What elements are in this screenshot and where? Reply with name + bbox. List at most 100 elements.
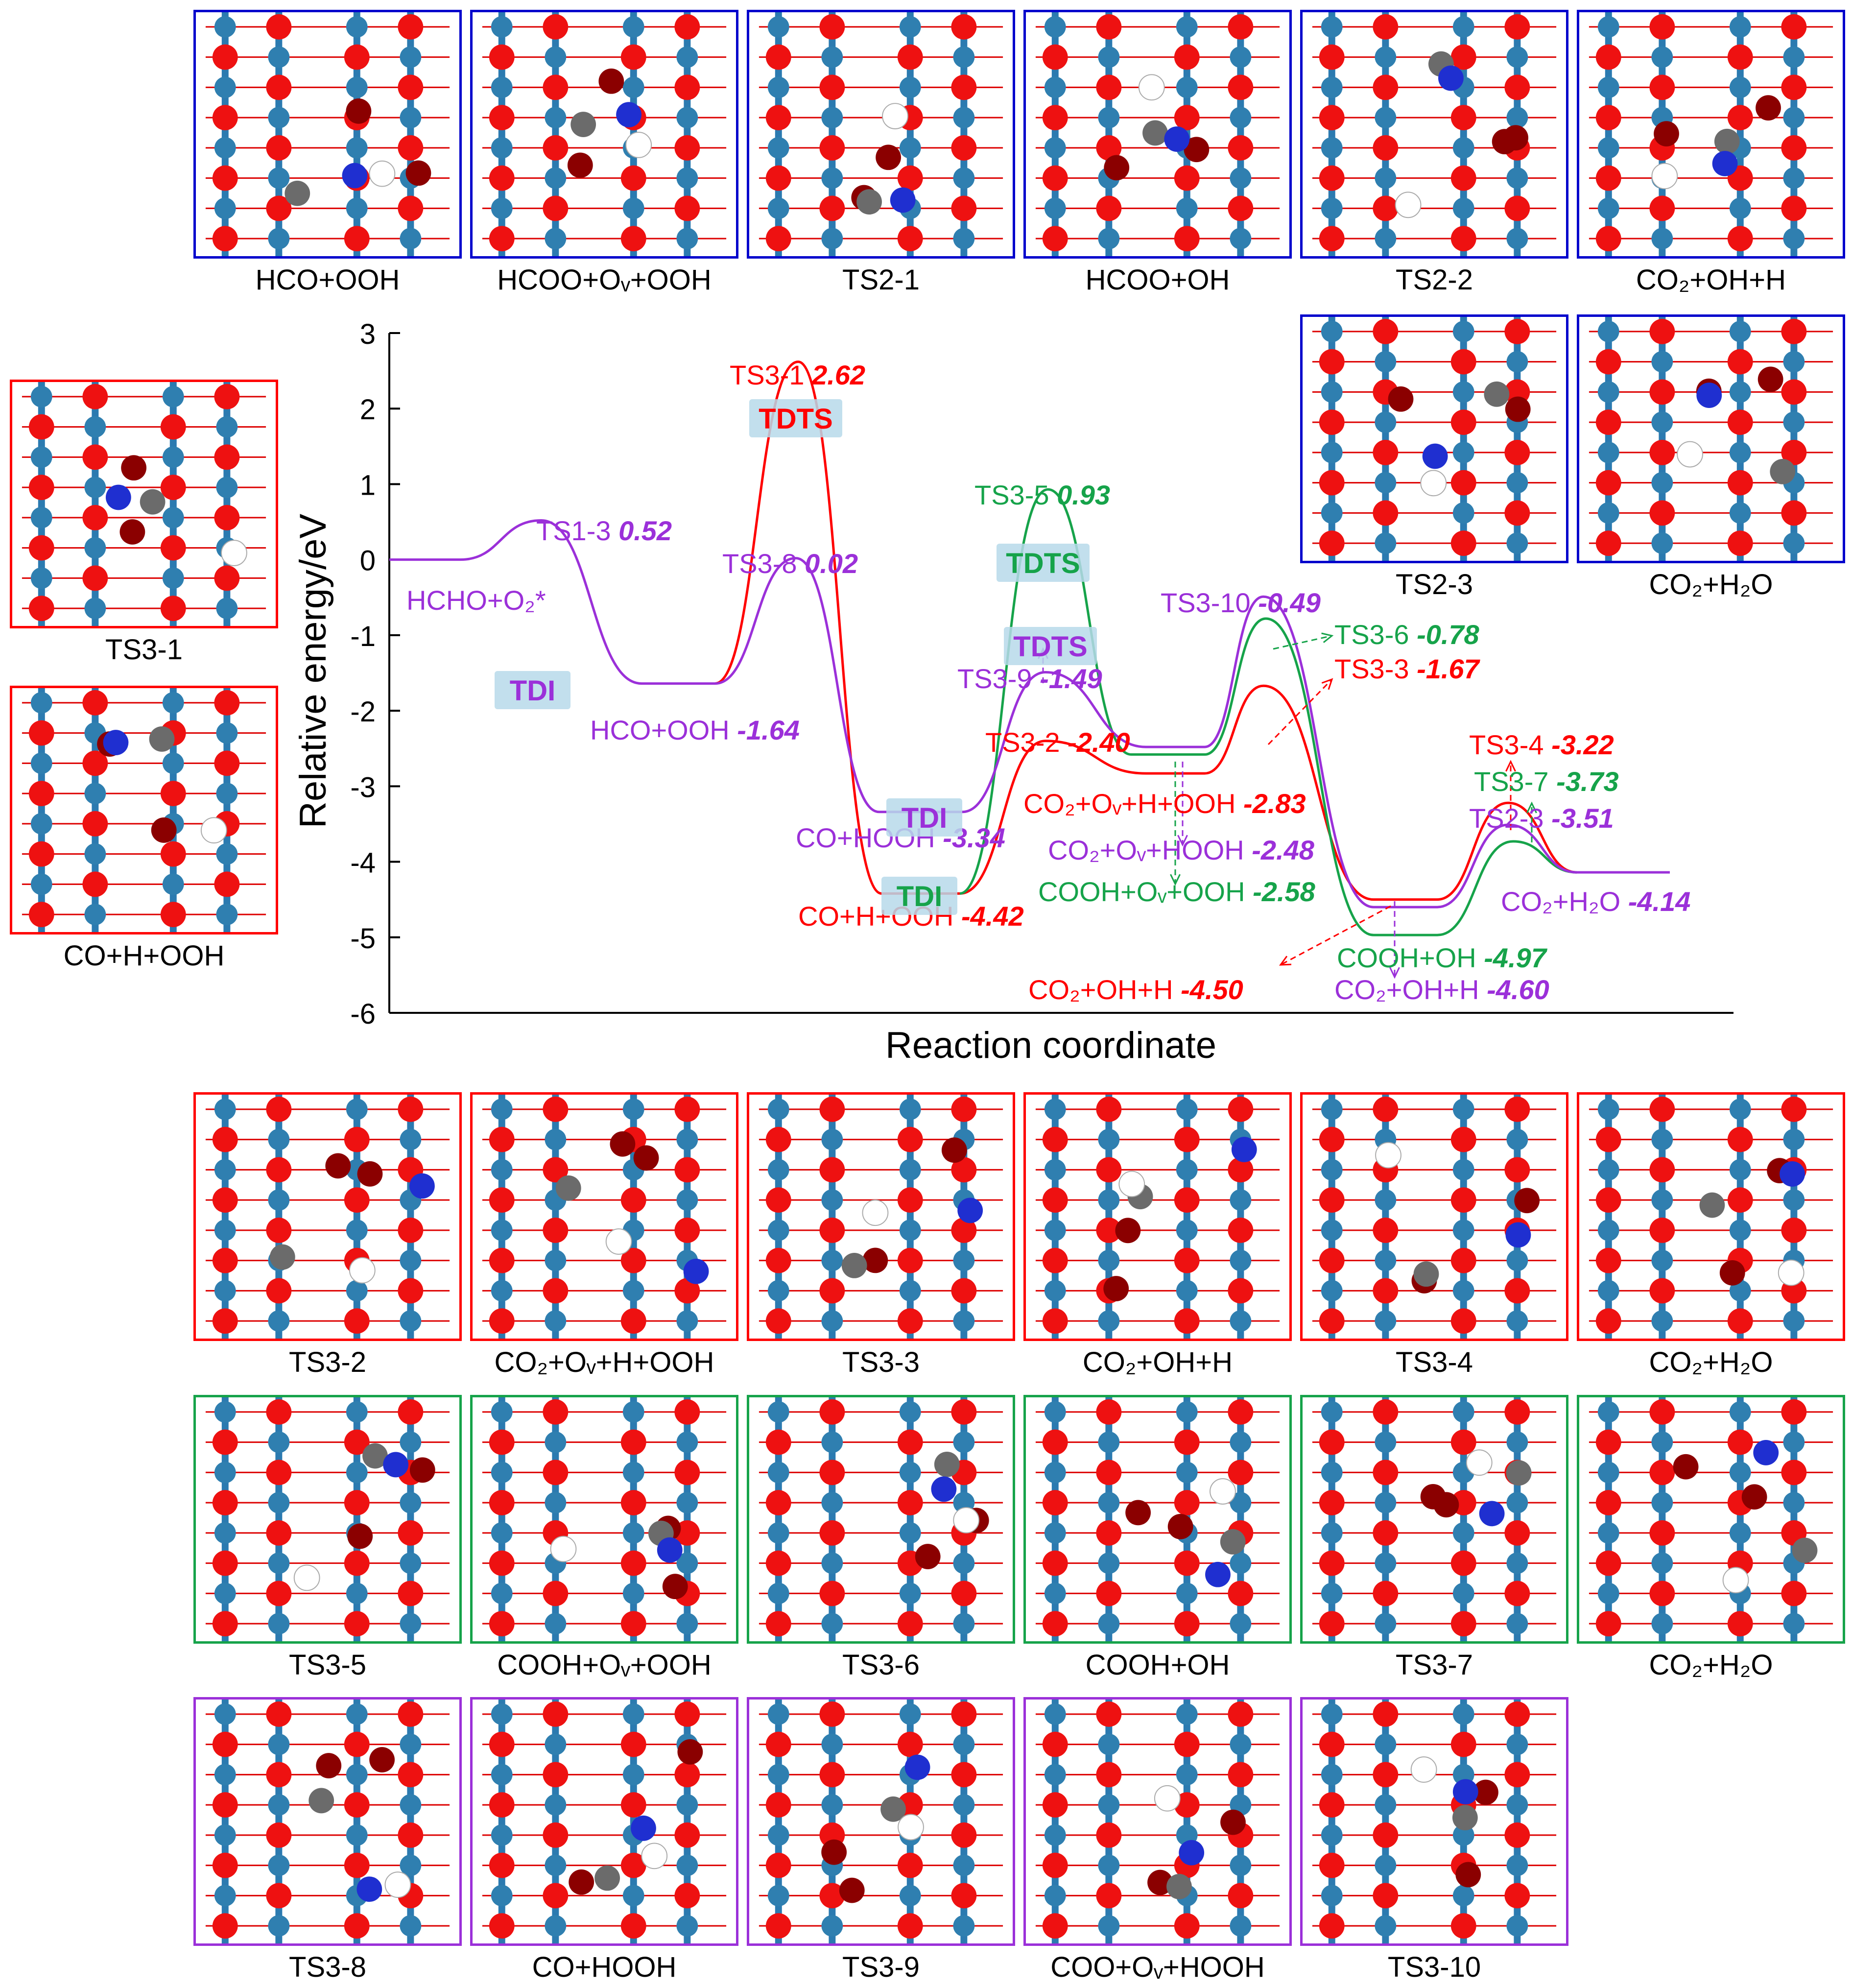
top-panel-2 bbox=[470, 10, 738, 259]
chart-curves bbox=[389, 360, 1670, 979]
x-axis-label: Reaction coordinate bbox=[885, 1025, 1216, 1066]
chart-labels: TS1-3 0.52 HCHO+O₂* HCO+OOH -1.64 TS3-1 2.… bbox=[406, 359, 1690, 1005]
molecular-structure-image bbox=[1589, 12, 1833, 256]
purple-row-panel-3 bbox=[747, 1697, 1015, 1946]
tdi-co-hooh-bg bbox=[886, 798, 962, 837]
TS1-3-label: TS1-3 0.52 bbox=[536, 515, 672, 546]
green-row-panel-5-caption: TS3-7 bbox=[1396, 1649, 1473, 1681]
tdts-ts3-9-bg bbox=[1004, 627, 1097, 665]
green-pathway-line bbox=[959, 488, 1577, 936]
TS3-3-label: TS3-3 -1.67 bbox=[1334, 653, 1481, 684]
y-tick-label: 0 bbox=[360, 545, 376, 577]
top-panel-6-caption: CO₂+OH+H bbox=[1636, 264, 1786, 296]
TS2-3-label: TS2-3 -3.51 bbox=[1469, 803, 1614, 834]
TS3-10-label: TS3-10 -0.49 bbox=[1161, 587, 1321, 618]
tdi-co-h-ooh-label: TDI bbox=[897, 881, 942, 912]
tdts-ts3-5-label: TDTS bbox=[1006, 548, 1080, 579]
y-axis-label: Relative energy/eV bbox=[292, 514, 334, 828]
purple-row-panel-5 bbox=[1300, 1697, 1568, 1946]
molecular-structure-image bbox=[1035, 1700, 1280, 1943]
CO2-OV-HOOH-label: CO₂+Oᵥ+HOOH -2.48 bbox=[1048, 835, 1315, 865]
HCO-OOH-label: HCO+OOH -1.64 bbox=[590, 715, 800, 745]
purple-pathway-line bbox=[389, 519, 1670, 909]
green-row-panel-4-caption: COOH+OH bbox=[1085, 1649, 1230, 1681]
ts3-3-arrow bbox=[1267, 678, 1333, 745]
HCHO-O2-label: HCHO+O₂* bbox=[406, 585, 546, 616]
purple-row-panel-1-caption: TS3-8 bbox=[289, 1951, 366, 1983]
molecular-structure-image bbox=[759, 12, 1003, 256]
green-row-panel-2 bbox=[470, 1395, 738, 1644]
red-row-panel-3 bbox=[747, 1092, 1015, 1341]
molecular-structure-image bbox=[205, 1397, 450, 1641]
top-panel-4-caption: HCOO+OH bbox=[1085, 264, 1230, 296]
green-row-panel-3-caption: TS3-6 bbox=[842, 1649, 920, 1681]
green-row-panel-6 bbox=[1577, 1395, 1845, 1644]
left-panel-1 bbox=[10, 380, 278, 628]
molecular-structure-image bbox=[205, 12, 450, 256]
molecular-structure-image bbox=[22, 688, 266, 932]
top-panel-5-caption: TS2-2 bbox=[1396, 264, 1473, 296]
right-panel-1-caption: TS2-3 bbox=[1396, 569, 1473, 600]
red-row-panel-5-caption: TS3-4 bbox=[1396, 1346, 1473, 1378]
red-pathway-line bbox=[714, 360, 1577, 901]
top-panel-3 bbox=[747, 10, 1015, 259]
TS3-8-label: TS3-8 0.02 bbox=[722, 548, 858, 579]
chart-axes: 3 2 1 0 -1 -2 -3 -4 -5 -6 bbox=[350, 318, 1733, 1030]
molecular-structure-image bbox=[205, 1700, 450, 1943]
molecular-structure-image bbox=[1312, 317, 1557, 561]
ts3-7-arrow-head bbox=[1526, 801, 1537, 814]
TS3-2-label: TS3-2 -2.40 bbox=[985, 727, 1130, 758]
TS3-5-label: TS3-5 0.93 bbox=[974, 479, 1110, 510]
molecular-structure-image bbox=[1035, 12, 1280, 256]
COOH-OV-OOH-label: COOH+Oᵥ+OOH -2.58 bbox=[1038, 876, 1316, 907]
red-row-panel-6-caption: CO₂+H₂O bbox=[1649, 1346, 1773, 1378]
y-tick-label: -3 bbox=[350, 771, 376, 803]
y-tick-label: -5 bbox=[350, 923, 376, 955]
right-panel-1 bbox=[1300, 314, 1568, 563]
y-tick-label: 2 bbox=[360, 394, 376, 426]
co2-oh-h2-arrow-head bbox=[1279, 956, 1292, 966]
y-tick-label: -4 bbox=[350, 847, 376, 879]
molecular-structure-image bbox=[482, 1700, 727, 1943]
CO2-OH-H-label: CO₂+OH+H -4.60 bbox=[1334, 974, 1549, 1005]
CO2-OH-H2-label: CO₂+OH+H -4.50 bbox=[1028, 974, 1243, 1005]
green-row-panel-4 bbox=[1023, 1395, 1292, 1644]
co2-ov-hooh-arrow-head bbox=[1177, 835, 1188, 847]
tdts-ts3-1-label: TDTS bbox=[759, 403, 832, 435]
top-panel-1 bbox=[193, 10, 462, 259]
red-row-panel-2-caption: CO₂+Oᵥ+H+OOH bbox=[494, 1346, 714, 1378]
CO-H-OOH-label: CO+H+OOH -4.42 bbox=[798, 901, 1024, 932]
tdi-co-h-ooh-bg bbox=[881, 877, 957, 915]
molecular-structure-image bbox=[1589, 1397, 1833, 1641]
top-panel-3-caption: TS2-1 bbox=[842, 264, 920, 296]
ts3-3-arrow-head bbox=[1321, 678, 1333, 690]
red-row-panel-1-caption: TS3-2 bbox=[289, 1346, 366, 1378]
green-row-panel-1 bbox=[193, 1395, 462, 1644]
molecular-structure-image bbox=[1312, 1095, 1557, 1339]
molecular-structure-image bbox=[482, 12, 727, 256]
COOH-OH-label: COOH+OH -4.97 bbox=[1337, 942, 1548, 973]
red-row-panel-4-caption: CO₂+OH+H bbox=[1082, 1346, 1233, 1378]
top-panel-1-caption: HCO+OOH bbox=[255, 264, 400, 296]
molecular-structure-image bbox=[1589, 317, 1833, 561]
TS3-1-label: TS3-1 2.62 bbox=[730, 359, 865, 390]
molecular-structure-image bbox=[759, 1700, 1003, 1943]
purple-row-panel-4 bbox=[1023, 1697, 1292, 1946]
y-tick-label: -1 bbox=[350, 621, 376, 652]
y-tick-label: -6 bbox=[350, 998, 376, 1030]
molecular-structure-image bbox=[1312, 1700, 1557, 1943]
green-row-panel-6-caption: CO₂+H₂O bbox=[1649, 1649, 1773, 1681]
left-panel-2 bbox=[10, 686, 278, 934]
y-tick-label: -2 bbox=[350, 696, 376, 728]
tdts-ts3-5-bg bbox=[997, 544, 1090, 582]
left-panel-2-caption: CO+H+OOH bbox=[63, 940, 225, 972]
purple-row-panel-1 bbox=[193, 1697, 462, 1946]
right-panel-2 bbox=[1577, 314, 1845, 563]
red-row-panel-5 bbox=[1300, 1092, 1568, 1341]
green-row-panel-5 bbox=[1300, 1395, 1568, 1644]
tdi-hcho-o2-label: TDI bbox=[510, 675, 555, 707]
cooh-ov-ooh-arrow-head bbox=[1170, 874, 1181, 886]
TS3-4-label: TS3-4 -3.22 bbox=[1469, 729, 1614, 760]
top-panel-4 bbox=[1023, 10, 1292, 259]
molecular-structure-image bbox=[1312, 1397, 1557, 1641]
